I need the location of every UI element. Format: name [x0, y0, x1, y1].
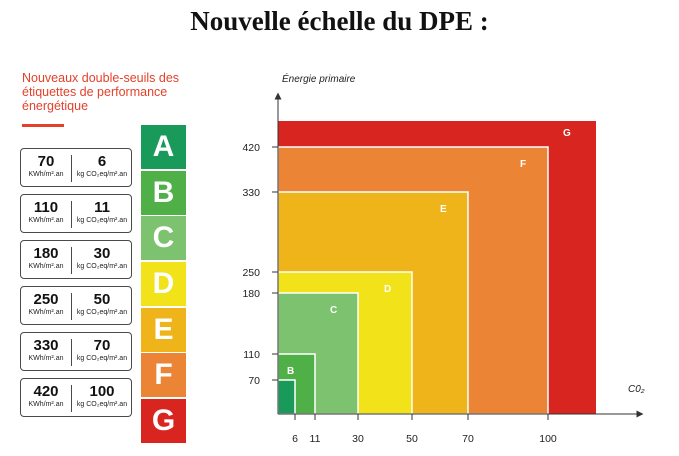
class-badge-d: D	[141, 262, 186, 306]
energy-threshold: 180	[33, 245, 59, 262]
energy-threshold: 330	[33, 337, 59, 354]
energy-threshold: 420	[33, 383, 59, 400]
threshold-row: 70 KWh/m².an 6 kg CO₂eq/m².an	[20, 148, 132, 187]
energy-unit: KWh/m².an	[28, 401, 64, 408]
class-label-a: A	[267, 392, 274, 403]
class-label-d: D	[384, 284, 391, 295]
row-divider	[71, 293, 72, 320]
y-axis-title: Énergie primaire	[282, 72, 356, 85]
x-axis-title: C0₂	[628, 384, 645, 395]
class-badge-b: B	[141, 171, 186, 215]
subtitle-underline	[22, 124, 64, 127]
threshold-row: 110 KWh/m².an 11 kg CO₂eq/m².an	[20, 194, 132, 233]
y-tick-label: 250	[242, 267, 260, 279]
row-divider	[71, 201, 72, 228]
energy-unit: KWh/m².an	[28, 309, 64, 316]
threshold-row: 330 KWh/m².an 70 kg CO₂eq/m².an	[20, 332, 132, 371]
energy-unit: KWh/m².an	[28, 171, 64, 178]
page-title: Nouvelle échelle du DPE :	[190, 6, 489, 36]
row-divider	[71, 155, 72, 182]
x-tick-label: 100	[539, 433, 557, 445]
y-tick-label: 110	[243, 349, 260, 361]
x-tick-label: 30	[352, 433, 364, 445]
co2-unit: kg CO₂eq/m².an	[76, 217, 128, 224]
threshold-row: 420 KWh/m².an 100 kg CO₂eq/m².an	[20, 378, 132, 417]
class-label-c: C	[330, 305, 337, 316]
class-label-f: F	[520, 159, 526, 170]
x-tick-label: 6	[292, 433, 298, 445]
class-badge-a: A	[141, 125, 186, 169]
threshold-row: 250 KWh/m².an 50 kg CO₂eq/m².an	[20, 286, 132, 325]
co2-unit: kg CO₂eq/m².an	[76, 401, 128, 408]
y-tick-label: 70	[248, 375, 260, 387]
x-tick-label: 11	[310, 433, 321, 445]
class-label-b: B	[287, 366, 294, 377]
co2-unit: kg CO₂eq/m².an	[76, 355, 128, 362]
class-area-a	[277, 379, 296, 415]
co2-unit: kg CO₂eq/m².an	[76, 263, 128, 270]
class-label-e: E	[440, 204, 447, 215]
energy-unit: KWh/m².an	[28, 263, 64, 270]
energy-threshold: 110	[33, 199, 59, 216]
co2-threshold: 70	[93, 337, 111, 354]
co2-unit: kg CO₂eq/m².an	[76, 309, 128, 316]
co2-threshold: 6	[97, 153, 107, 170]
x-tick-label: 50	[406, 433, 418, 445]
y-tick-label: 180	[242, 288, 260, 300]
energy-unit: KWh/m².an	[28, 217, 64, 224]
class-badge-g: G	[141, 399, 186, 443]
energy-unit: KWh/m².an	[28, 355, 64, 362]
energy-threshold: 70	[37, 153, 55, 170]
co2-threshold: 11	[94, 199, 110, 216]
class-badge-c: C	[141, 216, 186, 260]
co2-threshold: 50	[93, 291, 111, 308]
threshold-row: 180 KWh/m².an 30 kg CO₂eq/m².an	[20, 240, 132, 279]
class-badge-f: F	[141, 353, 186, 397]
y-tick-label: 420	[242, 142, 260, 154]
row-divider	[71, 339, 72, 366]
x-tick-label: 70	[462, 433, 474, 445]
y-tick-label: 330	[242, 187, 260, 199]
co2-threshold: 100	[89, 383, 115, 400]
co2-threshold: 30	[93, 245, 111, 262]
co2-unit: kg CO₂eq/m².an	[76, 171, 128, 178]
row-divider	[71, 385, 72, 412]
legend-subtitle: Nouveaux double-seuils des étiquettes de…	[22, 71, 180, 113]
row-divider	[71, 247, 72, 274]
class-label-g: G	[563, 128, 571, 139]
energy-threshold: 250	[33, 291, 59, 308]
class-badge-e: E	[141, 308, 186, 352]
